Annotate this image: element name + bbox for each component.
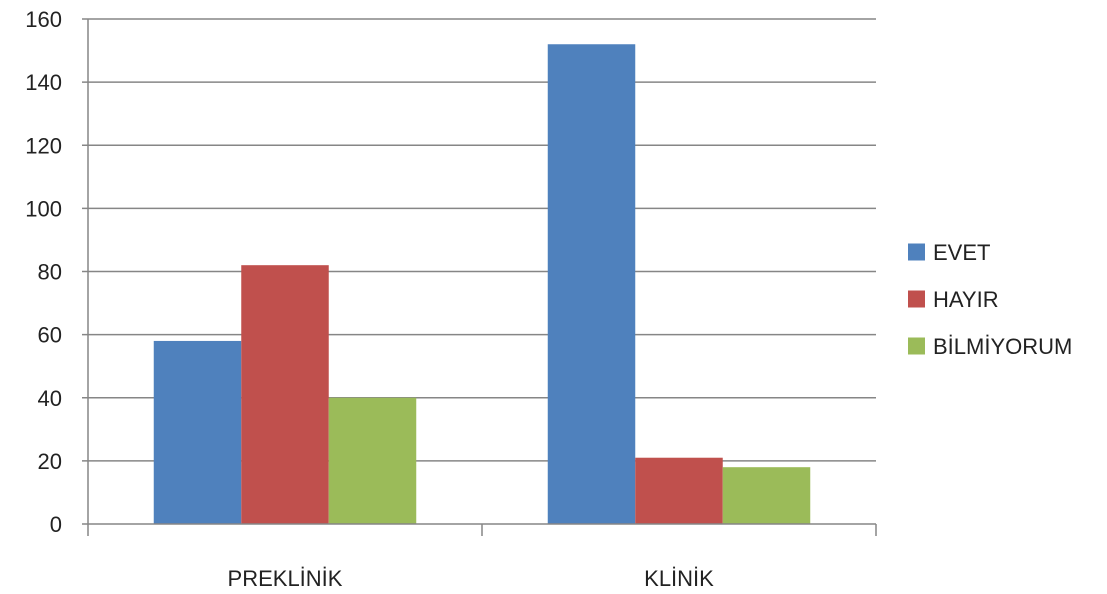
legend-swatch [908, 337, 925, 355]
x-category-label: KLİNİK [644, 566, 714, 591]
bars [153, 44, 811, 524]
y-tick-label: 140 [25, 70, 62, 95]
bar-evet-0 [153, 340, 242, 524]
x-category-label: PREKLİNİK [228, 566, 343, 591]
legend-label: EVET [933, 240, 990, 265]
y-tick-label: 40 [38, 386, 62, 411]
legend: EVET HAYIR BİLMİYORUM [908, 240, 1072, 359]
x-category-labels: PREKLİNİK KLİNİK [228, 566, 715, 591]
legend-swatch [908, 290, 925, 308]
axes [82, 18, 877, 536]
bar-hayir-0 [241, 265, 329, 524]
legend-swatch [908, 243, 925, 261]
y-tick-labels: 0 20 40 60 80 100 120 140 160 [25, 7, 62, 537]
y-tick-label: 100 [25, 196, 62, 221]
bar-hayir-1 [635, 457, 723, 524]
bar-bi-lmi-yorum-0 [328, 397, 417, 524]
y-tick-label: 60 [38, 323, 62, 348]
legend-label: BİLMİYORUM [933, 334, 1072, 359]
y-tick-label: 120 [25, 133, 62, 158]
bar-bi-lmi-yorum-1 [722, 467, 811, 524]
y-tick-label: 160 [25, 7, 62, 32]
y-tick-label: 80 [38, 260, 62, 285]
bar-evet-1 [547, 44, 636, 524]
legend-label: HAYIR [933, 287, 999, 312]
y-tick-label: 0 [50, 512, 62, 537]
y-tick-label: 20 [38, 449, 62, 474]
